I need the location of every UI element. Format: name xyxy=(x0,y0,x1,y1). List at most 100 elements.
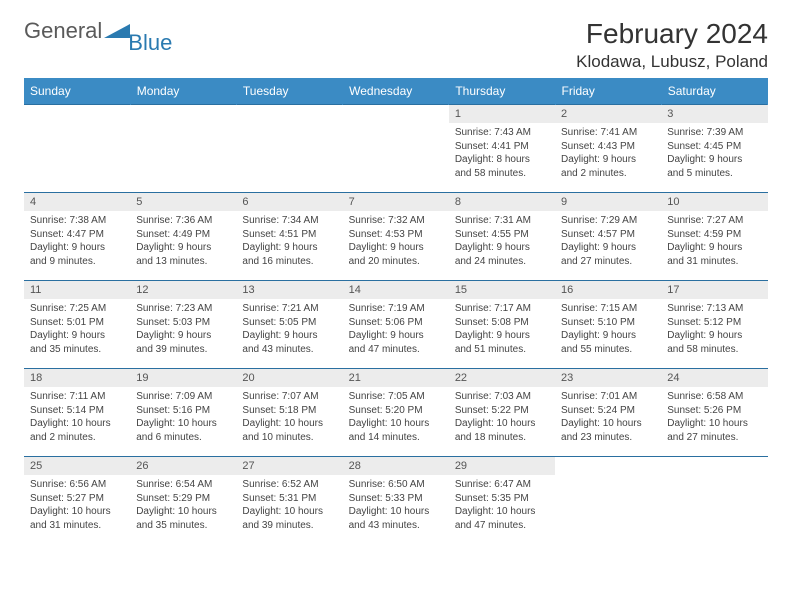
day-body: Sunrise: 7:31 AMSunset: 4:55 PMDaylight:… xyxy=(449,211,555,271)
day-daylight: Daylight: 10 hours and 6 minutes. xyxy=(136,417,230,444)
day-body: Sunrise: 7:25 AMSunset: 5:01 PMDaylight:… xyxy=(24,299,130,359)
day-cell: 14Sunrise: 7:19 AMSunset: 5:06 PMDayligh… xyxy=(343,281,449,369)
day-cell: 24Sunrise: 6:58 AMSunset: 5:26 PMDayligh… xyxy=(661,369,767,457)
day-number: 21 xyxy=(343,369,449,387)
day-body: Sunrise: 7:23 AMSunset: 5:03 PMDaylight:… xyxy=(130,299,236,359)
day-body: Sunrise: 7:36 AMSunset: 4:49 PMDaylight:… xyxy=(130,211,236,271)
day-body: Sunrise: 7:21 AMSunset: 5:05 PMDaylight:… xyxy=(236,299,342,359)
day-sunrise: Sunrise: 7:09 AM xyxy=(136,390,230,404)
day-number: 23 xyxy=(555,369,661,387)
day-body: Sunrise: 6:54 AMSunset: 5:29 PMDaylight:… xyxy=(130,475,236,535)
day-sunset: Sunset: 4:49 PM xyxy=(136,228,230,242)
day-cell: 19Sunrise: 7:09 AMSunset: 5:16 PMDayligh… xyxy=(130,369,236,457)
day-daylight: Daylight: 10 hours and 27 minutes. xyxy=(667,417,761,444)
logo-text-general: General xyxy=(24,18,102,44)
day-sunrise: Sunrise: 7:19 AM xyxy=(349,302,443,316)
day-cell: 23Sunrise: 7:01 AMSunset: 5:24 PMDayligh… xyxy=(555,369,661,457)
day-sunset: Sunset: 5:01 PM xyxy=(30,316,124,330)
day-sunrise: Sunrise: 7:13 AM xyxy=(667,302,761,316)
day-sunrise: Sunrise: 7:41 AM xyxy=(561,126,655,140)
day-body: Sunrise: 7:05 AMSunset: 5:20 PMDaylight:… xyxy=(343,387,449,447)
day-cell: 12Sunrise: 7:23 AMSunset: 5:03 PMDayligh… xyxy=(130,281,236,369)
day-cell: 21Sunrise: 7:05 AMSunset: 5:20 PMDayligh… xyxy=(343,369,449,457)
day-cell: 26Sunrise: 6:54 AMSunset: 5:29 PMDayligh… xyxy=(130,457,236,545)
day-sunrise: Sunrise: 6:52 AM xyxy=(242,478,336,492)
day-number: 26 xyxy=(130,457,236,475)
day-body: Sunrise: 6:47 AMSunset: 5:35 PMDaylight:… xyxy=(449,475,555,535)
day-daylight: Daylight: 9 hours and 16 minutes. xyxy=(242,241,336,268)
day-cell: 7Sunrise: 7:32 AMSunset: 4:53 PMDaylight… xyxy=(343,193,449,281)
day-cell: 22Sunrise: 7:03 AMSunset: 5:22 PMDayligh… xyxy=(449,369,555,457)
day-body: Sunrise: 7:38 AMSunset: 4:47 PMDaylight:… xyxy=(24,211,130,271)
week-row: 1Sunrise: 7:43 AMSunset: 4:41 PMDaylight… xyxy=(24,105,768,193)
day-sunrise: Sunrise: 6:47 AM xyxy=(455,478,549,492)
day-sunrise: Sunrise: 7:32 AM xyxy=(349,214,443,228)
day-cell xyxy=(343,105,449,193)
day-body: Sunrise: 6:56 AMSunset: 5:27 PMDaylight:… xyxy=(24,475,130,535)
day-cell: 13Sunrise: 7:21 AMSunset: 5:05 PMDayligh… xyxy=(236,281,342,369)
day-cell: 15Sunrise: 7:17 AMSunset: 5:08 PMDayligh… xyxy=(449,281,555,369)
day-body: Sunrise: 7:32 AMSunset: 4:53 PMDaylight:… xyxy=(343,211,449,271)
day-number: 20 xyxy=(236,369,342,387)
day-number: 24 xyxy=(661,369,767,387)
day-daylight: Daylight: 9 hours and 51 minutes. xyxy=(455,329,549,356)
day-cell: 5Sunrise: 7:36 AMSunset: 4:49 PMDaylight… xyxy=(130,193,236,281)
day-daylight: Daylight: 9 hours and 2 minutes. xyxy=(561,153,655,180)
day-number: 29 xyxy=(449,457,555,475)
day-sunrise: Sunrise: 7:17 AM xyxy=(455,302,549,316)
day-number: 22 xyxy=(449,369,555,387)
day-sunset: Sunset: 5:26 PM xyxy=(667,404,761,418)
day-daylight: Daylight: 9 hours and 9 minutes. xyxy=(30,241,124,268)
day-sunrise: Sunrise: 7:25 AM xyxy=(30,302,124,316)
day-sunset: Sunset: 5:24 PM xyxy=(561,404,655,418)
day-number: 14 xyxy=(343,281,449,299)
day-number: 13 xyxy=(236,281,342,299)
day-sunset: Sunset: 5:05 PM xyxy=(242,316,336,330)
week-row: 11Sunrise: 7:25 AMSunset: 5:01 PMDayligh… xyxy=(24,281,768,369)
day-number: 17 xyxy=(661,281,767,299)
day-sunrise: Sunrise: 7:31 AM xyxy=(455,214,549,228)
day-sunset: Sunset: 4:55 PM xyxy=(455,228,549,242)
day-sunrise: Sunrise: 7:43 AM xyxy=(455,126,549,140)
day-cell: 1Sunrise: 7:43 AMSunset: 4:41 PMDaylight… xyxy=(449,105,555,193)
day-number: 15 xyxy=(449,281,555,299)
day-sunset: Sunset: 5:27 PM xyxy=(30,492,124,506)
day-cell xyxy=(24,105,130,193)
day-daylight: Daylight: 10 hours and 18 minutes. xyxy=(455,417,549,444)
day-sunset: Sunset: 5:12 PM xyxy=(667,316,761,330)
day-body: Sunrise: 7:07 AMSunset: 5:18 PMDaylight:… xyxy=(236,387,342,447)
day-body: Sunrise: 7:41 AMSunset: 4:43 PMDaylight:… xyxy=(555,123,661,183)
day-daylight: Daylight: 8 hours and 58 minutes. xyxy=(455,153,549,180)
day-body: Sunrise: 6:52 AMSunset: 5:31 PMDaylight:… xyxy=(236,475,342,535)
day-sunset: Sunset: 4:41 PM xyxy=(455,140,549,154)
logo-text-blue: Blue xyxy=(128,30,172,56)
day-sunset: Sunset: 5:10 PM xyxy=(561,316,655,330)
day-cell: 3Sunrise: 7:39 AMSunset: 4:45 PMDaylight… xyxy=(661,105,767,193)
day-daylight: Daylight: 9 hours and 39 minutes. xyxy=(136,329,230,356)
day-sunrise: Sunrise: 6:54 AM xyxy=(136,478,230,492)
day-sunrise: Sunrise: 7:11 AM xyxy=(30,390,124,404)
day-cell: 27Sunrise: 6:52 AMSunset: 5:31 PMDayligh… xyxy=(236,457,342,545)
day-sunrise: Sunrise: 7:05 AM xyxy=(349,390,443,404)
day-daylight: Daylight: 9 hours and 58 minutes. xyxy=(667,329,761,356)
day-number: 1 xyxy=(449,105,555,123)
day-sunrise: Sunrise: 7:21 AM xyxy=(242,302,336,316)
day-daylight: Daylight: 10 hours and 39 minutes. xyxy=(242,505,336,532)
dow-friday: Friday xyxy=(555,78,661,105)
dow-thursday: Thursday xyxy=(449,78,555,105)
day-sunrise: Sunrise: 7:03 AM xyxy=(455,390,549,404)
day-sunrise: Sunrise: 7:27 AM xyxy=(667,214,761,228)
day-daylight: Daylight: 9 hours and 13 minutes. xyxy=(136,241,230,268)
day-body: Sunrise: 7:43 AMSunset: 4:41 PMDaylight:… xyxy=(449,123,555,183)
title-block: February 2024 Klodawa, Lubusz, Poland xyxy=(576,18,768,72)
day-daylight: Daylight: 9 hours and 20 minutes. xyxy=(349,241,443,268)
day-sunrise: Sunrise: 6:50 AM xyxy=(349,478,443,492)
day-body: Sunrise: 7:29 AMSunset: 4:57 PMDaylight:… xyxy=(555,211,661,271)
day-number: 11 xyxy=(24,281,130,299)
location: Klodawa, Lubusz, Poland xyxy=(576,52,768,72)
calendar-body: 1Sunrise: 7:43 AMSunset: 4:41 PMDaylight… xyxy=(24,105,768,545)
day-number: 25 xyxy=(24,457,130,475)
day-sunrise: Sunrise: 7:15 AM xyxy=(561,302,655,316)
day-number: 28 xyxy=(343,457,449,475)
day-cell xyxy=(130,105,236,193)
